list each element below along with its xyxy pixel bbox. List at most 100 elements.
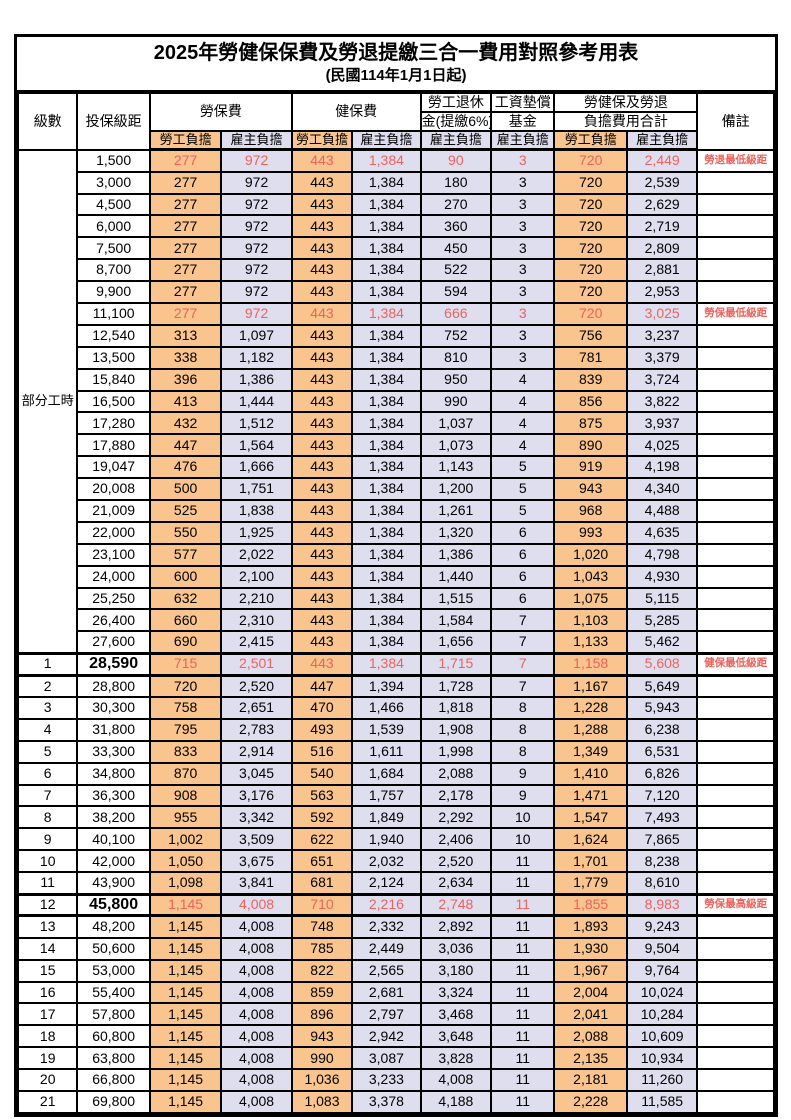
cell-bracket: 27,600 (76, 630, 151, 655)
cell-value: 7,493 (625, 805, 699, 830)
cell-value: 443 (290, 214, 354, 239)
cell-bracket: 45,800 (76, 892, 151, 918)
cell-value: 1,384 (351, 280, 422, 304)
cell-note (696, 345, 775, 370)
cell-bracket: 36,300 (76, 783, 151, 808)
cell-value: 660 (148, 608, 223, 633)
cell-value: 4,930 (625, 564, 699, 589)
cell-value: 4 (490, 389, 556, 414)
cell-value: 8,238 (625, 849, 699, 874)
cell-value: 1,715 (419, 651, 493, 677)
cell-value: 443 (290, 499, 354, 523)
cell-value: 1,611 (351, 739, 422, 764)
cell-value: 443 (290, 258, 354, 283)
cell-value: 1,167 (553, 674, 628, 699)
row-group-label: 部分工時 (16, 148, 79, 655)
cell-value: 270 (419, 192, 493, 217)
cell-value: 2,942 (351, 1024, 422, 1049)
cell-value: 1,036 (290, 1068, 354, 1093)
cell-value: 5,115 (625, 586, 699, 611)
table-row: 16,500 413 1,444 443 1,384 990 4 856 3,822 (18, 389, 775, 414)
cell-value: 4,008 (220, 1046, 293, 1071)
cell-value: 2,651 (220, 696, 293, 720)
cell-value: 1,384 (351, 323, 422, 348)
cell-bracket: 48,200 (76, 914, 151, 939)
table-row: 26,400 660 2,310 443 1,384 1,584 7 1,103 5,285 (18, 608, 775, 633)
cell-value: 5,608 (625, 651, 699, 677)
cell-value: 1,228 (553, 696, 628, 720)
cell-value: 2,181 (553, 1068, 628, 1093)
cell-level: 18 (16, 1024, 79, 1049)
cell-value: 908 (148, 783, 223, 808)
cell-value: 2,124 (351, 871, 422, 896)
cell-bracket: 8,700 (76, 258, 151, 283)
cell-bracket: 38,200 (76, 805, 151, 830)
cell-value: 972 (220, 170, 293, 195)
table-row: 5 33,300 833 2,914 516 1,611 1,998 8 1,349 6,531 (16, 739, 775, 764)
cell-value: 9,764 (625, 958, 699, 983)
cell-value: 1,097 (220, 323, 293, 348)
cell-value: 11 (490, 871, 556, 896)
cell-value: 4,008 (220, 892, 293, 918)
cell-bracket: 53,000 (76, 958, 151, 983)
cell-note (696, 805, 775, 830)
cell-bracket: 13,500 (76, 345, 151, 370)
cell-note: 勞保最高級距 (696, 892, 775, 918)
cell-value: 4 (490, 433, 556, 458)
cell-value: 4,008 (220, 1002, 293, 1027)
cell-value: 1,701 (553, 849, 628, 874)
cell-bracket: 6,000 (76, 214, 151, 239)
cell-value: 11 (490, 936, 556, 961)
premium-table: 級數 投保級距 勞保費 健保費 勞工退休 工資墊償 勞健保及勞退 備註 金(提繳… (16, 91, 775, 1114)
cell-value: 2,228 (553, 1090, 628, 1114)
cell-note (696, 761, 775, 786)
cell-value: 758 (148, 696, 223, 720)
cell-value: 11 (490, 1068, 556, 1093)
cell-value: 1,182 (220, 345, 293, 370)
cell-value: 8,983 (625, 892, 699, 918)
table-row: 9,900 277 972 443 1,384 594 3 720 2,953 (18, 280, 775, 304)
cell-value: 2,310 (220, 608, 293, 633)
cell-value: 1,384 (351, 542, 422, 567)
cell-value: 3,237 (625, 323, 699, 348)
cell-value: 1,145 (148, 1046, 223, 1071)
cell-note (696, 958, 775, 983)
cell-bracket: 50,600 (76, 936, 151, 961)
cell-value: 4 (490, 367, 556, 392)
cell-value: 10,609 (625, 1024, 699, 1049)
cell-value: 1,073 (419, 433, 493, 458)
cell-level: 20 (16, 1068, 79, 1093)
table-row: 17 57,800 1,145 4,008 896 2,797 3,468 11 2,041 10… (16, 1002, 775, 1027)
cell-value: 1,384 (351, 170, 422, 195)
cell-value: 2,004 (553, 980, 628, 1005)
cell-value: 720 (553, 148, 628, 173)
cell-bracket: 42,000 (76, 849, 151, 874)
cell-bracket: 1,500 (76, 148, 151, 173)
cell-value: 4,188 (419, 1090, 493, 1114)
cell-value: 3,233 (351, 1068, 422, 1093)
cell-level: 2 (16, 674, 79, 699)
cell-value: 810 (419, 345, 493, 370)
cell-value: 859 (290, 980, 354, 1005)
cell-value: 516 (290, 739, 354, 764)
cell-value: 4,008 (220, 1024, 293, 1049)
cell-note (696, 411, 775, 436)
cell-value: 1,320 (419, 520, 493, 545)
table-row: 13,500 338 1,182 443 1,384 810 3 781 3,379 (18, 345, 775, 370)
cell-bracket: 34,800 (76, 761, 151, 786)
cell-value: 1,440 (419, 564, 493, 589)
table-row: 3,000 277 972 443 1,384 180 3 720 2,539 (18, 170, 775, 195)
cell-value: 1,410 (553, 761, 628, 786)
cell-value: 1,539 (351, 717, 422, 742)
header-wage-fund-line2: 基金 (490, 110, 556, 132)
cell-bracket: 3,000 (76, 170, 151, 195)
cell-value: 3,379 (625, 345, 699, 370)
table-row: 25,250 632 2,210 443 1,384 1,515 6 1,075 5,115 (18, 586, 775, 611)
cell-value: 2,881 (625, 258, 699, 283)
cell-value: 3 (490, 236, 556, 261)
cell-note: 健保最低級距 (696, 651, 775, 677)
cell-value: 2,565 (351, 958, 422, 983)
cell-value: 1,684 (351, 761, 422, 786)
header-pension-line1: 勞工退休 (419, 91, 493, 113)
table-row: 1 28,590 715 2,501 443 1,384 1,715 7 1,158 5,608 健… (16, 651, 775, 677)
